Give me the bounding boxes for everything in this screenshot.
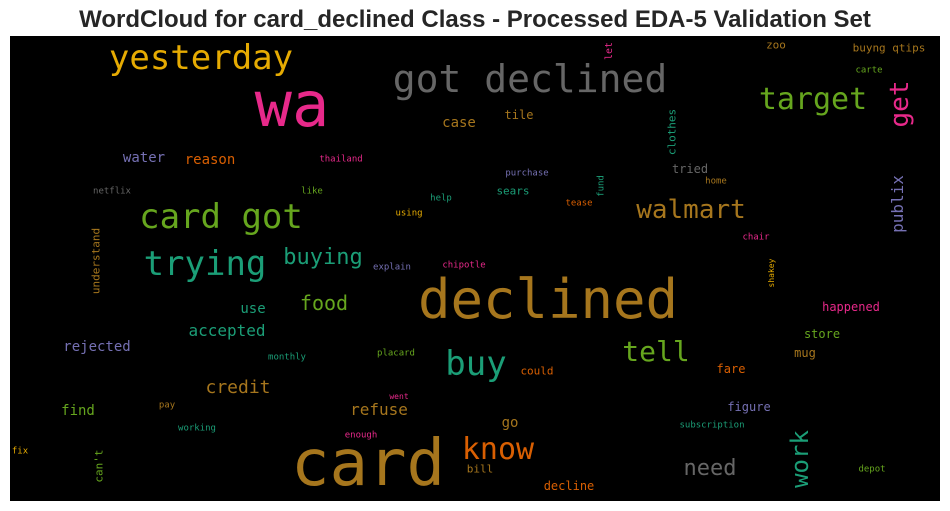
word-clothes: clothes bbox=[665, 108, 679, 156]
word-fund: fund bbox=[596, 175, 607, 197]
word-enough: enough bbox=[344, 430, 378, 441]
word-fare: fare bbox=[716, 362, 746, 376]
word-got-declined: got declined bbox=[392, 57, 668, 101]
word-carte: carte bbox=[855, 65, 883, 76]
word-placard: placard bbox=[377, 348, 415, 359]
word-yesterday: yesterday bbox=[108, 38, 294, 78]
word-tile: tile bbox=[504, 108, 534, 122]
word-buyng-qtips: buyng qtips bbox=[852, 41, 926, 55]
word-food: food bbox=[299, 291, 349, 315]
wordcloud-canvas: card declined wa got declined yesterday card … bbox=[10, 36, 940, 501]
word-pay: pay bbox=[158, 400, 176, 411]
word-card-got: card got bbox=[139, 197, 303, 237]
word-reason: reason bbox=[184, 152, 236, 168]
word-mug: mug bbox=[794, 346, 816, 360]
word-using: using bbox=[395, 208, 423, 219]
word-wa: wa bbox=[254, 68, 330, 141]
word-tell: tell bbox=[622, 335, 690, 368]
word-zoo: zoo bbox=[766, 38, 786, 52]
word-go: go bbox=[501, 415, 519, 431]
word-water: water bbox=[122, 150, 166, 166]
word-know: know bbox=[461, 432, 535, 467]
word-buying: buying bbox=[283, 245, 363, 270]
word-chipotle: chipotle bbox=[442, 260, 486, 271]
word-refuse: refuse bbox=[350, 400, 408, 419]
word-declined: declined bbox=[417, 268, 679, 331]
word-use: use bbox=[240, 301, 266, 317]
word-card: card bbox=[290, 427, 446, 501]
word-thailand: thailand bbox=[319, 154, 363, 165]
word-let: let bbox=[604, 41, 615, 61]
word-rejected: rejected bbox=[63, 339, 131, 355]
word-bill: bill bbox=[466, 462, 494, 476]
word-get: get bbox=[885, 80, 915, 128]
word-decline: decline bbox=[543, 479, 595, 493]
word-subscription: subscription bbox=[679, 420, 745, 431]
word-depot: depot bbox=[858, 464, 886, 475]
word-went: went bbox=[389, 392, 409, 401]
word-accepted: accepted bbox=[188, 321, 266, 340]
word-chair: chair bbox=[742, 232, 770, 243]
word-credit: credit bbox=[205, 377, 271, 398]
word-trying: trying bbox=[143, 244, 267, 284]
word-happened: happened bbox=[822, 300, 880, 314]
word-like: like bbox=[301, 186, 323, 197]
word-explain: explain bbox=[373, 262, 411, 273]
word-shakey: shakey bbox=[767, 258, 776, 288]
word-buy: buy bbox=[445, 344, 507, 384]
word-tried: tried bbox=[671, 162, 709, 176]
word-tease: tease bbox=[565, 198, 593, 209]
word-netflix: netflix bbox=[93, 186, 131, 197]
chart-title: WordCloud for card_declined Class - Proc… bbox=[79, 6, 871, 33]
word-walmart: walmart bbox=[636, 195, 746, 225]
word-find: find bbox=[61, 403, 95, 419]
word-could: could bbox=[520, 364, 554, 378]
word-working: working bbox=[178, 423, 216, 434]
word-can-t: can't bbox=[92, 449, 106, 483]
word-figure: figure bbox=[727, 400, 771, 414]
word-sears: sears bbox=[496, 184, 530, 198]
word-store: store bbox=[803, 327, 841, 341]
word-understand: understand bbox=[89, 227, 103, 295]
word-help: help bbox=[430, 193, 452, 204]
word-case: case bbox=[442, 115, 476, 131]
word-target: target bbox=[758, 82, 868, 117]
word-publix: publix bbox=[888, 175, 907, 233]
word-work: work bbox=[786, 430, 814, 488]
word-need: need bbox=[683, 456, 737, 481]
word-home: home bbox=[705, 176, 727, 187]
word-fix: fix bbox=[11, 446, 29, 457]
word-purchase: purchase bbox=[505, 168, 549, 179]
word-monthly: monthly bbox=[268, 352, 306, 363]
